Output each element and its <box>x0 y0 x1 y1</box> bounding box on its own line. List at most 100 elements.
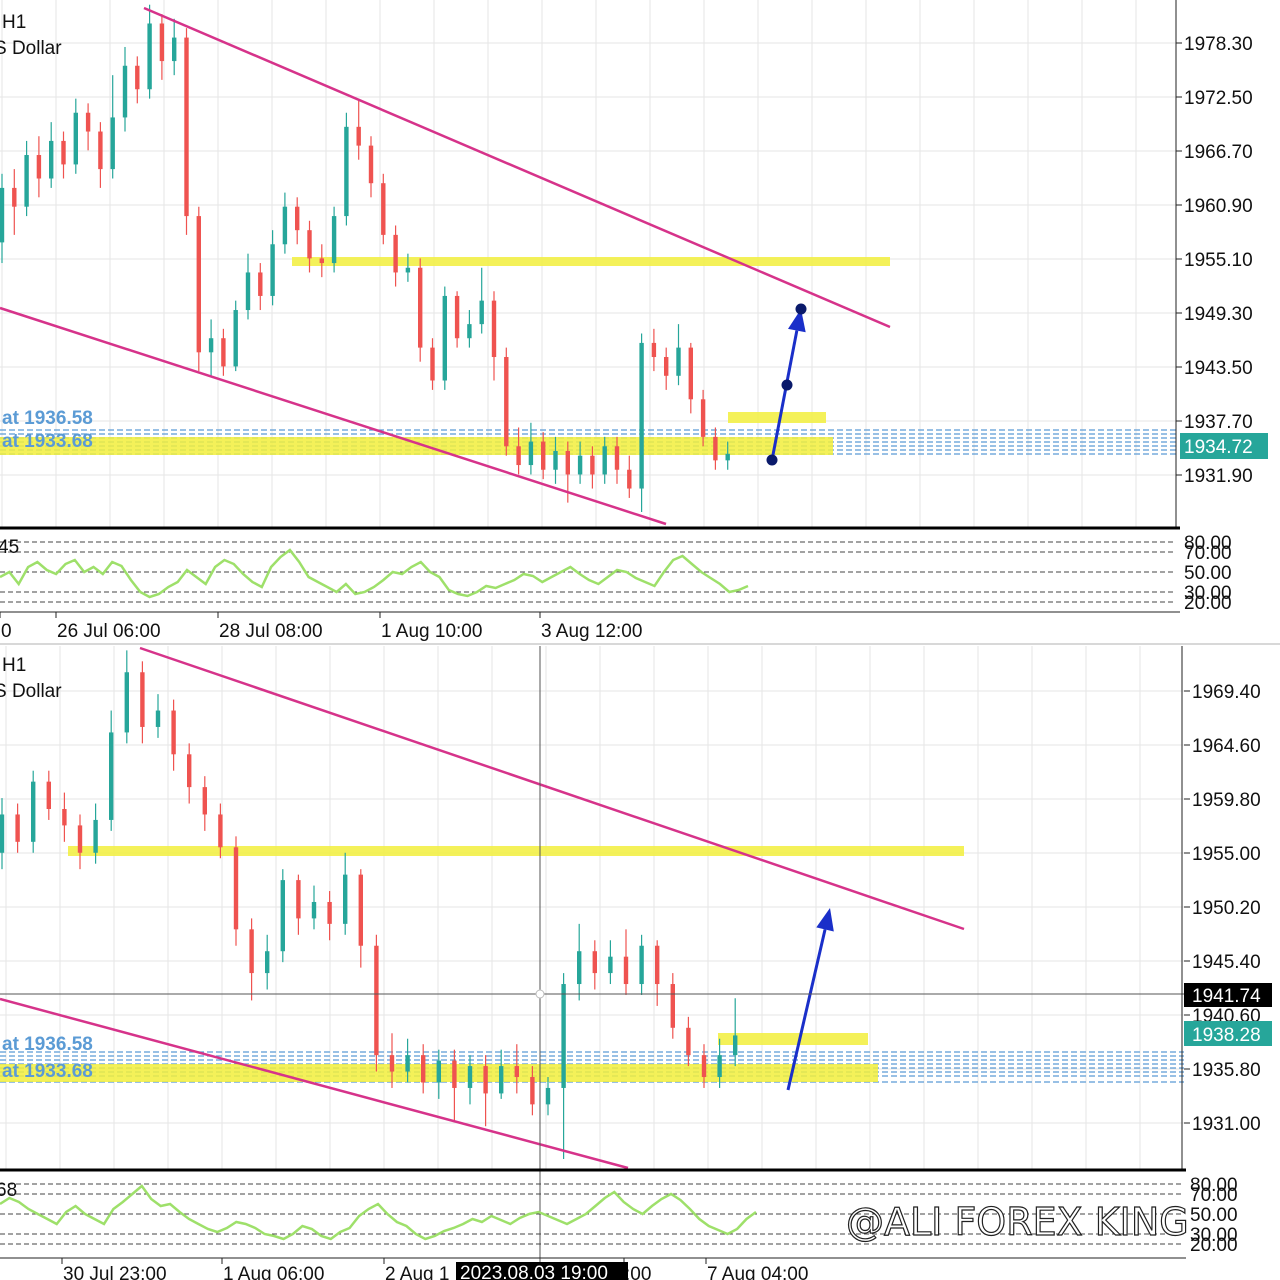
rsi-tick-label: 70.00 <box>1184 543 1232 564</box>
candle-body <box>358 874 363 946</box>
candle-body <box>258 272 263 296</box>
top-time-axis: 0 26 Jul 06:00 28 Jul 08:00 1 Aug 10:00 3 Au… <box>0 612 642 642</box>
price-tick-label: 1955.10 <box>1184 250 1253 271</box>
candle-body <box>124 672 129 733</box>
candle-body <box>479 300 484 325</box>
candle-body <box>36 155 42 179</box>
yellow-zone <box>292 257 890 266</box>
candle-body <box>327 901 332 924</box>
candle-body <box>49 140 54 179</box>
candle-body <box>307 230 312 259</box>
candle-body <box>623 956 629 985</box>
candle-body <box>249 929 254 974</box>
crosshair-time-tag <box>456 1262 628 1280</box>
top-rsi-label: 45 <box>0 537 19 558</box>
candle-body <box>171 710 176 755</box>
candle-body <box>311 901 317 919</box>
price-tick-label: 1972.50 <box>1184 88 1253 109</box>
top-symbol-timeframe: H1 <box>2 12 26 33</box>
time-tick-label: 7 Aug 04:00 <box>707 1264 808 1280</box>
top-projection-arrow <box>766 303 807 466</box>
arrow-shaft <box>786 929 827 1091</box>
candle-body <box>73 112 78 165</box>
bottom-time-axis: 30 Jul 23:00 1 Aug 06:00 2 Aug 1:00 7 Aug 0… <box>61 1258 808 1280</box>
candle-body <box>516 446 521 466</box>
candle-body <box>140 672 145 727</box>
price-tick-label: 1945.40 <box>1192 952 1261 973</box>
candle-body <box>541 441 546 470</box>
price-tick-label: 1950.20 <box>1192 898 1261 919</box>
candle-body <box>686 1027 691 1056</box>
candle-body <box>295 206 300 231</box>
price-tick-label: 1931.90 <box>1184 466 1253 487</box>
candle-body <box>221 338 226 367</box>
bottom-descending-channel <box>0 646 965 1170</box>
candle-body <box>491 300 497 358</box>
yellow-zone <box>0 437 833 455</box>
candle-body <box>147 23 152 90</box>
candle-body <box>545 1087 551 1105</box>
candle-body <box>530 1077 535 1105</box>
time-tick-label: 1 Aug 10:00 <box>381 621 482 642</box>
channel-line <box>143 6 891 329</box>
rsi-tick-label: 70.00 <box>1190 1185 1238 1206</box>
candle-body <box>639 945 644 985</box>
candle-body <box>319 258 324 264</box>
bottom-symbol-timeframe: H1 <box>2 655 26 676</box>
candle-body <box>700 399 706 437</box>
candle-body <box>651 342 657 358</box>
price-tick-label: 1966.70 <box>1184 142 1253 163</box>
bottom-price-chart: H1 S Dollar at 1936.58 at 1933.68 1969.4… <box>0 646 1272 1262</box>
time-tick-label: 28 Jul 08:00 <box>219 621 323 642</box>
rsi-tick-label: 80.00 <box>1184 533 1232 554</box>
price-tick-label: 1964.60 <box>1192 736 1261 757</box>
rsi-tick-label: 80.00 <box>1190 1175 1238 1196</box>
candle-body <box>602 446 607 475</box>
candle-body <box>454 295 460 339</box>
candle-body <box>187 754 192 788</box>
time-tick-label: :00 <box>625 1264 651 1280</box>
bottom-rsi-label: 68 <box>0 1180 17 1201</box>
candle-body <box>296 880 301 919</box>
top-level-label-lower: at 1933.68 <box>2 431 93 452</box>
candle-body <box>467 1066 473 1088</box>
top-current-price-value: 1934.72 <box>1184 437 1253 458</box>
arrow-shaft <box>770 330 799 461</box>
candle-body <box>270 244 275 296</box>
candle-body <box>405 1055 410 1072</box>
candle-body <box>405 267 411 273</box>
candle-body <box>343 874 348 924</box>
candle-body <box>701 1055 707 1078</box>
crosshair-center <box>535 989 545 999</box>
candle-body <box>245 272 251 311</box>
candle-body <box>265 951 270 974</box>
bottom-rsi-line <box>0 1184 757 1241</box>
candle-body <box>676 347 681 376</box>
candle-body <box>93 819 98 853</box>
candle-body <box>592 951 597 974</box>
candle-body <box>110 117 115 170</box>
arrow-head <box>788 309 806 333</box>
candle-body <box>483 1066 488 1094</box>
candle-body <box>15 814 20 842</box>
price-tick-label: 1955.00 <box>1192 844 1261 865</box>
candle-body <box>504 357 509 447</box>
top-rsi-levels <box>0 541 1176 603</box>
bottom-cursor-price-value: 1941.74 <box>1192 986 1261 1007</box>
candle-body <box>344 126 349 217</box>
bottom-current-price-value: 1938.28 <box>1192 1025 1261 1046</box>
candle-body <box>436 1060 441 1083</box>
yellow-zone <box>68 846 964 856</box>
price-tick-label: 1969.40 <box>1192 682 1261 703</box>
candle-body <box>381 183 386 235</box>
candle-body <box>172 37 177 62</box>
candle-body <box>590 455 595 475</box>
channel-line <box>0 997 629 1170</box>
rsi-tick-label: 30.00 <box>1184 583 1232 604</box>
time-tick-label: 3 Aug 12:00 <box>541 621 642 642</box>
top-price-axis: 1978.30 1972.50 1966.70 1960.90 1955.10 1949.… <box>1176 34 1253 487</box>
rsi-tick-label: 20.00 <box>1184 593 1232 614</box>
